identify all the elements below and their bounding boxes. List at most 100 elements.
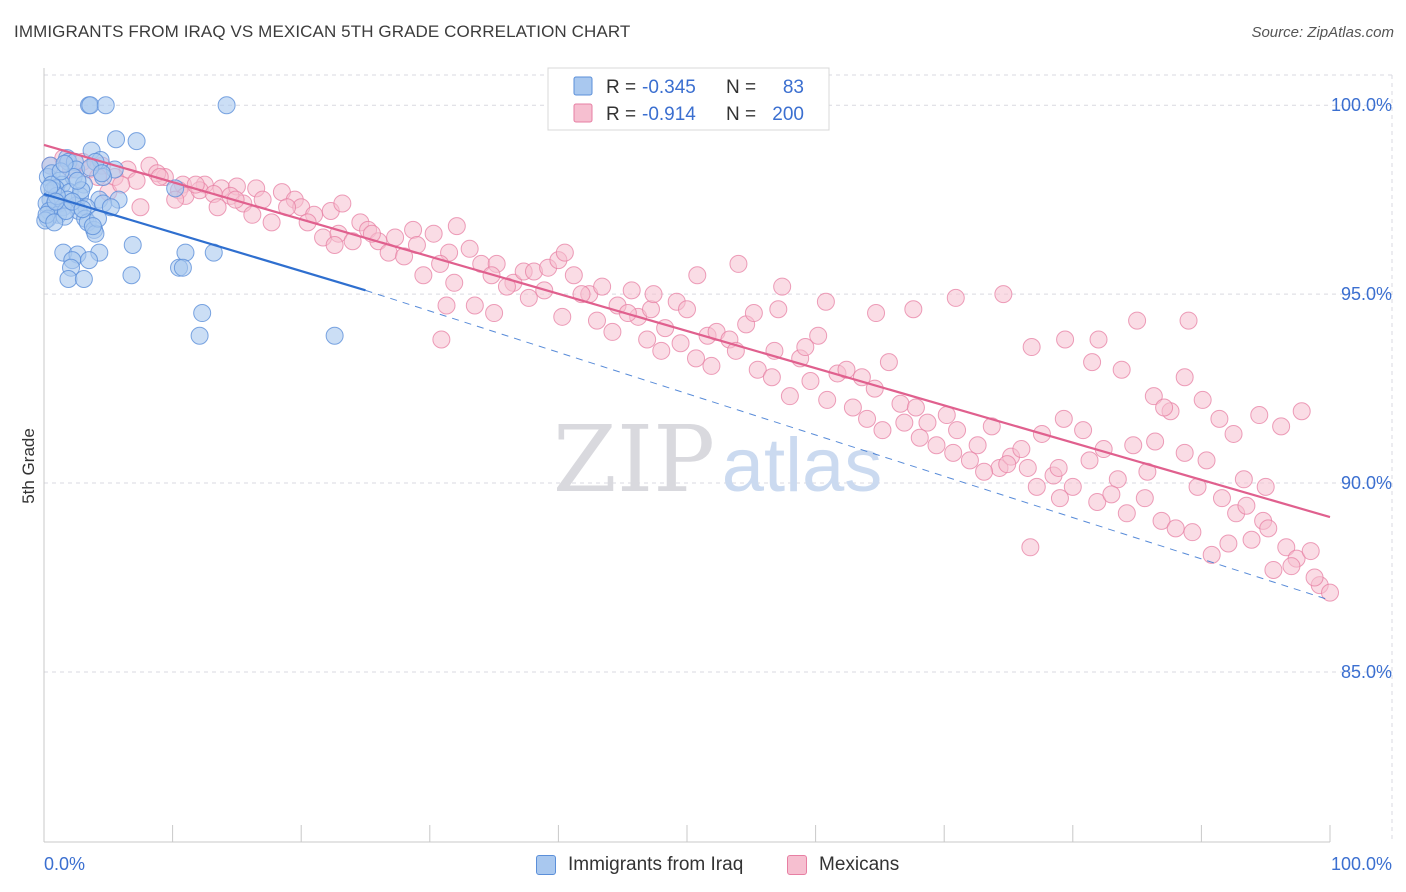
point-iraq bbox=[96, 96, 115, 115]
point-mexicans bbox=[895, 413, 914, 432]
point-mexicans bbox=[1135, 489, 1154, 508]
point-mexicans bbox=[432, 330, 451, 349]
point-iraq bbox=[217, 96, 236, 115]
point-mexicans bbox=[918, 413, 937, 432]
point-mexicans bbox=[1197, 451, 1216, 470]
point-mexicans bbox=[445, 273, 464, 292]
point-iraq bbox=[325, 326, 344, 345]
point-mexicans bbox=[1027, 477, 1046, 496]
point-mexicans bbox=[1175, 443, 1194, 462]
point-mexicans bbox=[652, 341, 671, 360]
point-mexicans bbox=[386, 228, 405, 247]
point-iraq bbox=[122, 266, 141, 285]
point-mexicans bbox=[644, 285, 663, 304]
point-mexicans bbox=[1021, 538, 1040, 557]
point-mexicans bbox=[593, 277, 612, 296]
point-iraq bbox=[92, 164, 111, 183]
point-mexicans bbox=[968, 436, 987, 455]
point-mexicans bbox=[1305, 568, 1324, 587]
point-iraq bbox=[45, 213, 64, 232]
x-tick-label: 100.0% bbox=[1331, 854, 1392, 874]
point-mexicans bbox=[1282, 557, 1301, 576]
legend-top-r-label-iraq: R = bbox=[606, 77, 636, 98]
source-attribution: Source: ZipAtlas.com bbox=[1251, 24, 1394, 41]
point-mexicans bbox=[1074, 421, 1093, 440]
point-mexicans bbox=[325, 236, 344, 255]
trend-mexicans bbox=[43, 143, 1331, 519]
point-mexicans bbox=[555, 243, 574, 262]
point-iraq bbox=[55, 154, 74, 173]
point-mexicans bbox=[243, 205, 262, 224]
point-mexicans bbox=[1080, 451, 1099, 470]
point-mexicans bbox=[208, 198, 227, 217]
point-iraq bbox=[68, 171, 87, 190]
point-mexicans bbox=[1128, 311, 1147, 330]
point-mexicans bbox=[948, 421, 967, 440]
point-mexicans bbox=[927, 436, 946, 455]
point-mexicans bbox=[818, 390, 837, 409]
point-mexicans bbox=[944, 443, 963, 462]
point-mexicans bbox=[1088, 492, 1107, 511]
axes: 100.0% 95.0% 90.0% 85.0% 0.0% 100.0% bbox=[43, 68, 1392, 874]
y-tick-label: 100.0% bbox=[1331, 95, 1392, 115]
point-mexicans bbox=[1083, 353, 1102, 372]
point-mexicans bbox=[910, 428, 929, 447]
point-mexicans bbox=[1152, 511, 1171, 530]
legend-top-n-value-mexicans: 200 bbox=[772, 104, 804, 125]
point-mexicans bbox=[1242, 530, 1261, 549]
y-tick-label: 85.0% bbox=[1341, 662, 1392, 682]
point-iraq bbox=[80, 251, 99, 270]
point-mexicans bbox=[796, 338, 815, 357]
point-mexicans bbox=[1022, 338, 1041, 357]
legend-bottom-label-mexicans: Mexicans bbox=[819, 854, 900, 875]
point-mexicans bbox=[1063, 477, 1082, 496]
watermark-atlas: atlas bbox=[722, 423, 883, 508]
point-mexicans bbox=[404, 220, 423, 239]
point-mexicans bbox=[414, 266, 433, 285]
point-mexicans bbox=[603, 322, 622, 341]
point-iraq bbox=[83, 217, 102, 236]
point-mexicans bbox=[852, 368, 871, 387]
point-mexicans bbox=[447, 217, 466, 236]
point-mexicans bbox=[1301, 542, 1320, 561]
point-mexicans bbox=[1108, 470, 1127, 489]
point-mexicans bbox=[937, 406, 956, 425]
chart-title: IMMIGRANTS FROM IRAQ VS MEXICAN 5TH GRAD… bbox=[14, 22, 631, 41]
legend-bottom-item-mexicans[interactable]: Mexicans bbox=[787, 852, 899, 878]
legend-bottom-item-iraq[interactable]: Immigrants from Iraq bbox=[536, 852, 743, 878]
point-mexicans bbox=[343, 232, 362, 251]
point-mexicans bbox=[1124, 436, 1143, 455]
point-mexicans bbox=[131, 198, 150, 217]
point-mexicans bbox=[1155, 398, 1174, 417]
point-mexicans bbox=[1321, 583, 1339, 602]
point-mexicans bbox=[904, 300, 923, 319]
legend-bottom: Immigrants from Iraq Mexicans bbox=[0, 852, 1406, 878]
legend-top-r-label-mexicans: R = bbox=[606, 104, 636, 125]
point-mexicans bbox=[1179, 311, 1198, 330]
point-mexicans bbox=[1219, 534, 1238, 553]
point-mexicans bbox=[816, 292, 835, 311]
point-iraq bbox=[190, 326, 209, 345]
point-iraq bbox=[123, 236, 142, 255]
point-mexicans bbox=[762, 368, 781, 387]
legend-top-n-value-iraq: 83 bbox=[783, 77, 804, 98]
point-mexicans bbox=[994, 285, 1013, 304]
point-mexicans bbox=[186, 175, 205, 194]
point-mexicans bbox=[1183, 523, 1202, 542]
point-mexicans bbox=[1210, 409, 1229, 428]
point-mexicans bbox=[1018, 458, 1037, 477]
point-iraq bbox=[81, 96, 100, 115]
point-mexicans bbox=[1146, 432, 1165, 451]
point-mexicans bbox=[465, 296, 484, 315]
point-mexicans bbox=[333, 194, 352, 213]
point-mexicans bbox=[519, 288, 538, 307]
point-mexicans bbox=[1250, 406, 1269, 425]
point-mexicans bbox=[801, 372, 820, 391]
point-mexicans bbox=[1050, 489, 1069, 508]
point-mexicans bbox=[843, 398, 862, 417]
point-mexicans bbox=[748, 360, 767, 379]
legend-top-swatch-mexicans bbox=[573, 103, 593, 123]
point-mexicans bbox=[998, 455, 1017, 474]
point-mexicans bbox=[1272, 417, 1291, 436]
